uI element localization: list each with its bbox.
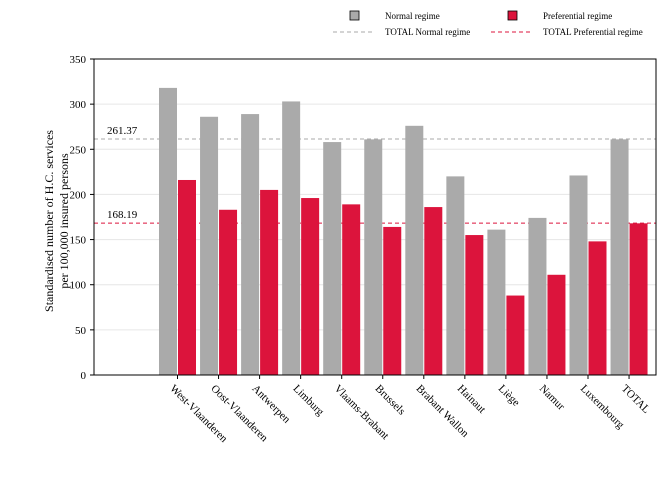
bar-normal: [528, 217, 547, 375]
y-axis-label-line-1: Standardised number of H.C. services: [42, 130, 56, 312]
bar-preferential: [260, 189, 279, 375]
x-tick-label: Antwerpen: [249, 383, 292, 426]
x-axis-ticks: West-VlaanderenOost-VlaanderenAntwerpenL…: [167, 375, 652, 445]
bar-preferential: [547, 274, 566, 375]
x-tick-label: Liège: [496, 383, 522, 409]
bar-normal: [364, 139, 383, 375]
legend-label: Normal regime: [385, 11, 440, 21]
x-tick-label: TOTAL: [619, 383, 652, 416]
reference-line-label: 261.37: [107, 125, 138, 137]
bar-preferential: [342, 204, 361, 375]
bar-preferential: [506, 295, 525, 375]
bar-normal: [323, 142, 342, 375]
axes: [93, 58, 657, 376]
bar-normal: [241, 114, 260, 376]
y-tick-label: 250: [70, 144, 87, 156]
bar-normal: [200, 116, 219, 375]
bar-normal: [282, 101, 301, 375]
x-tick-label: Namur: [537, 383, 567, 413]
bar-preferential: [219, 209, 238, 375]
bar-preferential: [301, 198, 320, 375]
bar-preferential: [465, 235, 484, 375]
bar-normal: [569, 175, 588, 375]
bar-preferential: [588, 241, 607, 375]
legend-swatch: [507, 10, 518, 21]
plot-frame: [93, 58, 657, 376]
x-tick-label: Limburg: [291, 383, 327, 419]
bar-normal: [405, 125, 424, 375]
y-tick-label: 50: [75, 325, 87, 337]
reference-line-label: 168.19: [107, 209, 138, 221]
bars: [159, 87, 648, 376]
bar-preferential: [629, 223, 648, 375]
y-axis-ticks: 0 50 100 150 200 250 300 350: [70, 54, 94, 382]
bar-normal: [610, 139, 629, 375]
bar-normal: [446, 176, 465, 375]
legend: Normal regime Preferential regime TOTAL No…: [333, 10, 643, 37]
y-tick-label: 0: [81, 370, 87, 382]
bar-preferential: [178, 179, 196, 375]
y-tick-label: 300: [70, 99, 87, 111]
bar-preferential: [383, 226, 402, 375]
legend-label: TOTAL Normal regime: [385, 27, 470, 37]
bar-normal: [159, 87, 177, 376]
x-tick-label: Hainaut: [455, 383, 488, 416]
legend-label: TOTAL Preferential regime: [543, 27, 643, 37]
y-axis-label-line-2: per 100,000 insured persons: [57, 153, 71, 289]
legend-swatch: [349, 10, 360, 21]
y-tick-label: 150: [70, 235, 87, 247]
y-tick-label: 200: [70, 189, 87, 201]
bar-normal: [487, 229, 506, 375]
y-tick-label: 100: [70, 280, 87, 292]
y-tick-label: 350: [70, 54, 87, 66]
legend-label: Preferential regime: [543, 11, 612, 21]
bar-preferential: [424, 207, 443, 375]
x-tick-label: Brussels: [373, 383, 408, 418]
